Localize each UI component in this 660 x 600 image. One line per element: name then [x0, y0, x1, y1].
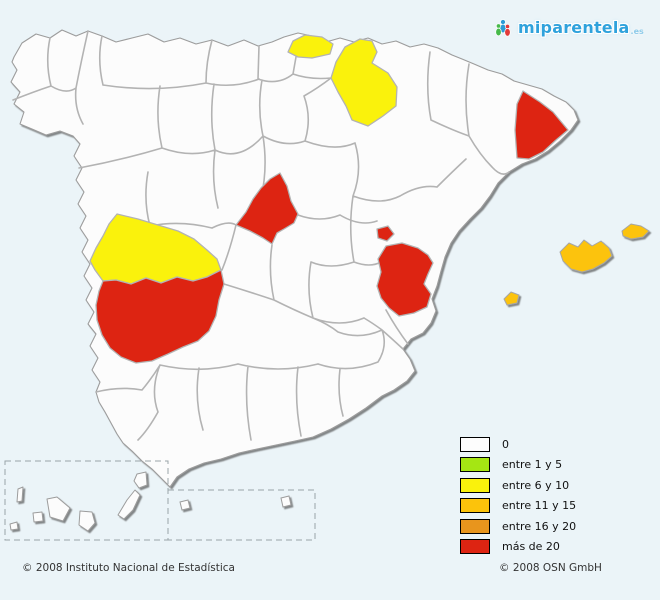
site-logo[interactable]: miparentela .es [494, 18, 644, 37]
province-navarra [330, 38, 398, 127]
island-la-palma [16, 486, 24, 503]
legend-swatch [460, 477, 490, 493]
legend-item: entre 6 y 10 [460, 477, 576, 493]
canary-islands [9, 471, 148, 532]
legend-swatch [460, 539, 490, 554]
island-el-hierro [9, 521, 19, 531]
island-fuerteventura [117, 489, 141, 520]
legend-label: entre 6 y 10 [502, 478, 570, 492]
legend-label: 0 [502, 437, 509, 451]
territory-ceuta [179, 499, 191, 511]
legend-swatch [460, 436, 490, 452]
province-barcelona [514, 90, 569, 160]
legend-label: entre 16 y 20 [502, 519, 577, 533]
legend-label: entre 1 y 5 [502, 458, 563, 471]
island-mallorca [559, 239, 613, 273]
province-madrid [235, 172, 299, 245]
logo-text: miparentela [518, 18, 630, 37]
island-tenerife [46, 496, 71, 522]
island-gran-canaria [78, 510, 96, 532]
province-badajoz [95, 269, 225, 364]
logo-suffix: .es [630, 27, 644, 36]
copyright-ine: © 2008 Instituto Nacional de Estadística [22, 562, 235, 574]
legend-item: entre 16 y 20 [460, 518, 577, 534]
legend-item: más de 20 [460, 539, 576, 554]
legend-item: entre 11 y 15 [460, 498, 577, 513]
legend-label: entre 11 y 15 [502, 499, 577, 512]
legend-swatch [460, 518, 490, 534]
territory-melilla [280, 495, 292, 508]
province-valencia [376, 242, 434, 317]
legend-item: entre 1 y 5 [460, 457, 576, 472]
copyright-osn: © 2008 OSN GmbH [499, 562, 602, 574]
legend-label: más de 20 [502, 540, 560, 553]
legend-swatch [460, 498, 490, 513]
ceuta-melilla-inset-box [167, 489, 316, 541]
province-valencia-exclave [376, 225, 395, 242]
people-icon [495, 19, 511, 37]
ceuta-melilla [179, 495, 292, 511]
map-legend: 0 entre 1 y 5 entre 6 y 10 entre 11 y 15… [460, 436, 577, 560]
island-la-gomera [32, 511, 44, 523]
legend-item: 0 [460, 436, 576, 452]
island-menorca [621, 223, 650, 240]
legend-swatch [460, 457, 490, 472]
island-ibiza [503, 291, 520, 306]
province-vizcaya [287, 34, 334, 59]
province-borders [12, 30, 510, 441]
island-lanzarote [133, 471, 148, 489]
